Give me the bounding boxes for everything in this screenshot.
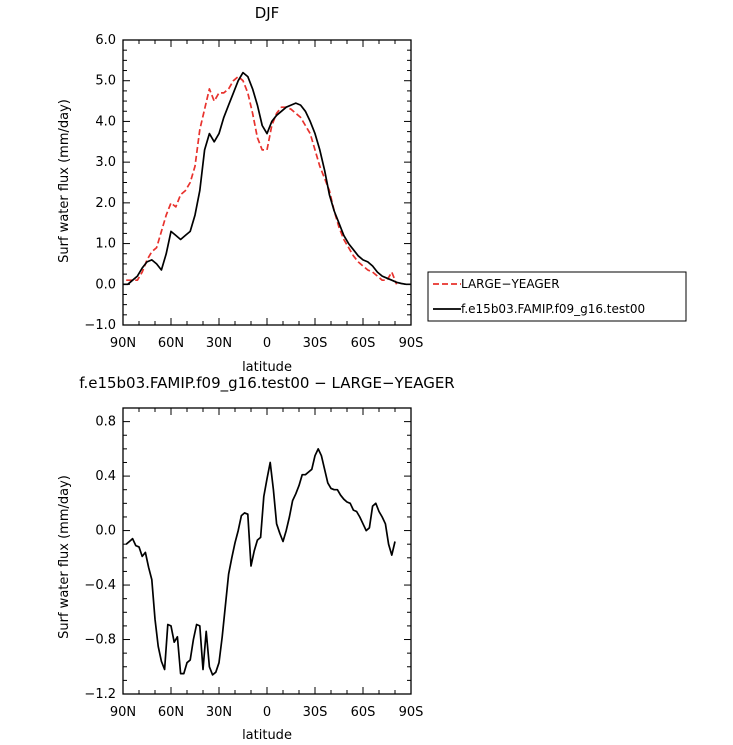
bottom-y-tick-label: 0.4	[95, 469, 116, 484]
top-x-tick-label: 30S	[303, 336, 328, 351]
top-x-tick-label: 60N	[158, 336, 184, 351]
bottom-y-tick-label: 0.8	[95, 415, 116, 430]
top-y-tick-label: −1.0	[84, 318, 116, 333]
top-y-axis-label: Surf water flux (mm/day)	[57, 99, 72, 263]
top-panel: DJF Surf water flux (mm/day) latitude 90…	[57, 4, 423, 375]
bottom-y-tick-label: −0.8	[84, 633, 116, 648]
top-y-tick-label: 1.0	[95, 237, 116, 252]
legend: LARGE−YEAGER f.e15b03.FAMIP.f09_g16.test…	[427, 271, 687, 322]
top-y-tick-label: 0.0	[95, 277, 116, 292]
bottom-x-tick-label: 90S	[399, 705, 424, 720]
top-series-line-0	[126, 75, 398, 285]
bottom-x-tick-label: 30S	[303, 705, 328, 720]
top-series-line-1	[123, 71, 411, 286]
top-x-tick-label: 90N	[110, 336, 136, 351]
bottom-y-tick-label: −0.4	[84, 578, 116, 593]
bottom-chart-title: f.e15b03.FAMIP.f09_g16.test00 − LARGE−YE…	[79, 374, 454, 393]
bottom-x-tick-label: 90N	[110, 705, 136, 720]
bottom-series-line-0	[125, 448, 396, 676]
bottom-x-tick-label: 60S	[351, 705, 376, 720]
bottom-y-axis-label: Surf water flux (mm/day)	[57, 475, 72, 639]
top-x-tick-label: 60S	[351, 336, 376, 351]
top-x-tick-label: 90S	[399, 336, 424, 351]
legend-label-large-yeager: LARGE−YEAGER	[461, 277, 560, 291]
bottom-y-tick-label: −1.2	[84, 687, 116, 702]
bottom-x-tick-label: 60N	[158, 705, 184, 720]
top-y-tick-label: 6.0	[95, 33, 116, 48]
top-x-tick-label: 30N	[206, 336, 232, 351]
bottom-x-tick-label: 0	[263, 705, 271, 720]
bottom-panel: f.e15b03.FAMIP.f09_g16.test00 − LARGE−YE…	[57, 374, 455, 743]
bottom-x-tick-label: 30N	[206, 705, 232, 720]
top-y-tick-label: 2.0	[95, 196, 116, 211]
bottom-y-tick-label: 0.0	[95, 524, 116, 539]
top-x-tick-label: 0	[263, 336, 271, 351]
top-y-tick-label: 5.0	[95, 74, 116, 89]
top-x-axis-label: latitude	[242, 360, 292, 375]
legend-label-test00: f.e15b03.FAMIP.f09_g16.test00	[461, 302, 645, 316]
top-y-tick-label: 3.0	[95, 155, 116, 170]
legend-box	[427, 271, 687, 322]
bottom-x-axis-label: latitude	[242, 728, 292, 743]
top-chart-title: DJF	[255, 4, 280, 22]
top-plot-frame	[122, 39, 412, 326]
top-y-tick-label: 4.0	[95, 114, 116, 129]
